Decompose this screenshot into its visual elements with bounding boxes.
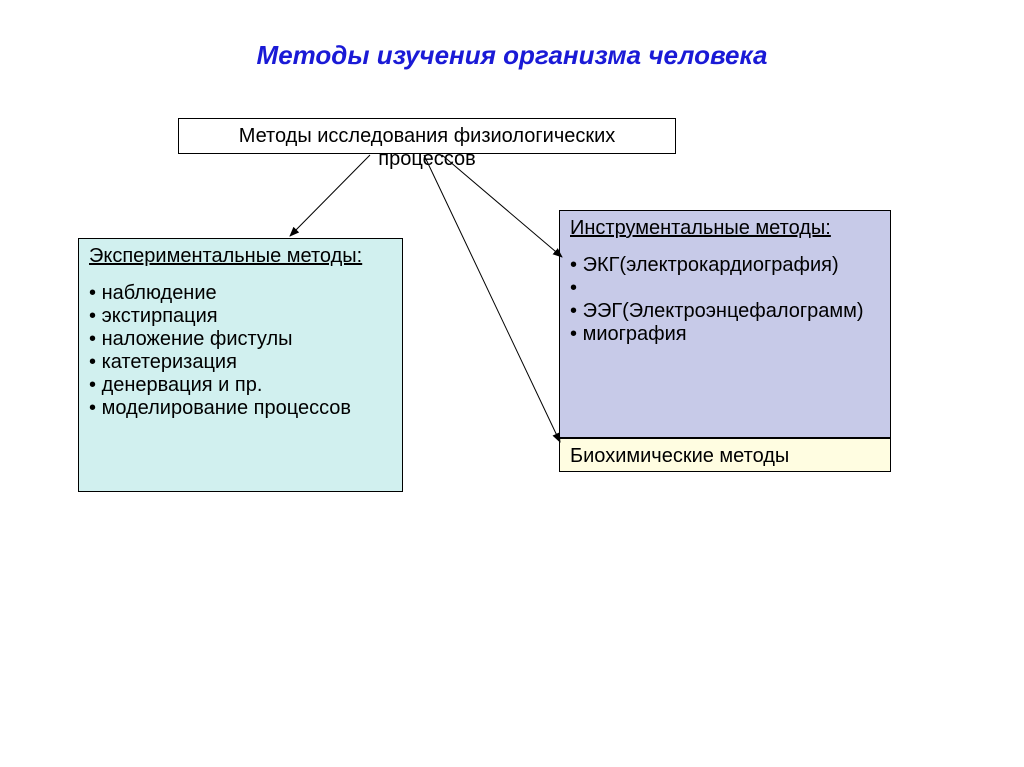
list-item: миография	[570, 323, 880, 346]
biochemical-methods-box: Биохимические методы	[559, 438, 891, 472]
list-item: наблюдение	[89, 282, 392, 305]
root-node: Методы исследования физиологических проц…	[178, 118, 676, 154]
instrumental-methods-title: Инструментальные методы:	[570, 217, 880, 240]
connector-arrow	[290, 155, 370, 236]
list-item	[570, 277, 880, 300]
list-item: ЭКГ(электрокардиография)	[570, 254, 880, 277]
list-item: катетеризация	[89, 351, 392, 374]
instrumental-methods-box: Инструментальные методы: ЭКГ(электрокард…	[559, 210, 891, 438]
root-node-text: Методы исследования физиологических проц…	[239, 125, 616, 170]
list-item: моделирование процессов	[89, 397, 392, 420]
connector-arrow	[424, 155, 560, 442]
experimental-methods-title: Экспериментальные методы:	[89, 245, 392, 268]
list-item: экстирпация	[89, 305, 392, 328]
page-title: Методы изучения организма человека	[0, 40, 1024, 71]
experimental-methods-list: наблюдениеэкстирпацияналожение фистулыка…	[89, 282, 392, 420]
experimental-methods-box: Экспериментальные методы: наблюдениеэкст…	[78, 238, 403, 492]
list-item: ЭЭГ(Электроэнцефалограмм)	[570, 300, 880, 323]
biochemical-methods-text: Биохимические методы	[570, 445, 789, 467]
list-item: денервация и пр.	[89, 374, 392, 397]
list-item: наложение фистулы	[89, 328, 392, 351]
instrumental-methods-list: ЭКГ(электрокардиография) ЭЭГ(Электроэнцеф…	[570, 254, 880, 346]
